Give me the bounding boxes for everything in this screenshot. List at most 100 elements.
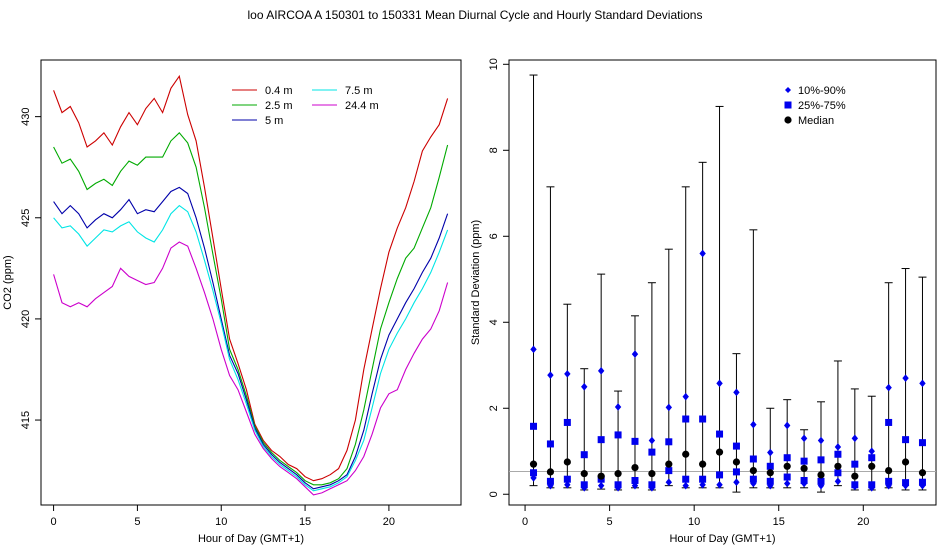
p25-p75-marker (546, 440, 554, 448)
p10-p90-marker (885, 383, 892, 392)
p10-p90-marker (716, 379, 723, 388)
series-line-5-m (53, 186, 449, 490)
right-y-axis-label: Standard Deviation (ppm) (470, 220, 482, 345)
p25-p75-marker (648, 448, 656, 456)
median-marker (749, 467, 757, 475)
p25-p75-marker (732, 468, 740, 476)
p10-p90-marker (716, 480, 723, 489)
right-plot-frame (508, 59, 937, 506)
p25-p75-marker (580, 451, 588, 459)
legend-swatch (784, 116, 792, 124)
right-y-tick-label: 10 (488, 58, 500, 70)
p10-p90-marker (750, 420, 757, 429)
right-x-tick-label: 10 (688, 516, 700, 528)
p25-p75-marker (868, 454, 876, 462)
p10-p90-marker (699, 480, 706, 489)
p10-p90-marker (834, 477, 842, 486)
median-marker (901, 458, 910, 466)
p25-p75-marker (648, 481, 656, 489)
median-marker (699, 460, 707, 468)
p10-p90-marker (597, 481, 605, 490)
right-y-tick-label: 8 (488, 147, 500, 153)
series-line-2-5-m (53, 131, 449, 486)
left-x-tick-label: 10 (215, 516, 227, 528)
p25-p75-marker (597, 436, 605, 444)
median-marker (766, 469, 774, 477)
median-marker (546, 468, 555, 476)
left-y-tick-label: 425 (20, 209, 32, 227)
p25-p75-marker (631, 476, 639, 484)
p25-p75-marker (732, 442, 740, 450)
p25-p75-marker (800, 457, 808, 465)
p10-p90-marker (682, 392, 689, 401)
p25-p75-marker (563, 418, 571, 426)
p25-p75-marker (614, 431, 622, 439)
series-line-7-5-m (53, 204, 449, 492)
p25-p75-marker (851, 481, 859, 489)
legend-label: 0.4 m (265, 85, 293, 97)
p10-p90-marker (767, 448, 774, 457)
legend-swatch (784, 101, 792, 109)
right-y-tick-label: 6 (488, 233, 500, 239)
left-y-tick-label: 415 (20, 411, 32, 429)
p25-p75-marker (902, 479, 910, 487)
left-x-tick-label: 20 (383, 516, 395, 528)
p10-p90-marker (834, 443, 842, 451)
median-marker (597, 472, 605, 480)
p10-p90-marker (581, 382, 588, 391)
p10-p90-marker (733, 478, 740, 487)
left-x-axis-label: Hour of Day (GMT+1) (198, 533, 304, 545)
p10-p90-marker (564, 480, 571, 489)
p25-p75-marker (530, 422, 538, 430)
p10-p90-marker (631, 350, 639, 358)
legend-swatch (785, 87, 791, 93)
right-x-tick-label: 15 (773, 516, 785, 528)
median-marker (715, 448, 724, 456)
median-marker (834, 462, 842, 470)
right-y-tick-label: 0 (488, 491, 500, 497)
p10-p90-marker (817, 436, 825, 445)
p25-p75-marker (918, 439, 926, 447)
right-y-tick-label: 2 (488, 405, 500, 411)
legend-label: 24.4 m (345, 100, 379, 112)
p25-p75-marker (783, 454, 791, 462)
p25-p75-marker (800, 476, 808, 484)
p10-p90-marker (547, 371, 554, 379)
p25-p75-marker (868, 481, 876, 489)
p10-p90-marker (800, 434, 808, 443)
median-marker (682, 450, 690, 458)
left-x-tick-label: 5 (134, 516, 140, 528)
median-marker (800, 464, 808, 473)
p25-p75-marker (817, 477, 825, 485)
legend-label: Median (798, 115, 834, 127)
median-marker (817, 471, 825, 479)
p10-p90-marker (648, 436, 656, 445)
p10-p90-marker (631, 481, 639, 490)
chart-title: loo AIRCOA A 150301 to 150331 Mean Diurn… (247, 8, 703, 22)
p25-p75-marker (834, 469, 842, 477)
p25-p75-marker (749, 475, 757, 483)
legend-label: 10%-90% (798, 85, 846, 97)
p25-p75-marker (699, 415, 707, 423)
p10-p90-marker (665, 478, 673, 487)
median-marker (732, 458, 741, 466)
p25-p75-marker (817, 456, 825, 464)
median-marker (851, 472, 859, 480)
left-x-tick-label: 0 (51, 516, 57, 528)
series-line-24-4-m (53, 241, 449, 496)
median-marker (529, 460, 538, 468)
p25-p75-marker (665, 467, 673, 475)
p10-p90-marker (530, 474, 537, 482)
p25-p75-marker (918, 478, 926, 486)
median-marker (665, 460, 673, 468)
series-line-0-4-m (53, 74, 449, 482)
right-x-axis-label: Hour of Day (GMT+1) (669, 533, 775, 545)
p10-p90-marker (767, 481, 774, 490)
left-y-axis-label: CO2 (ppm) (2, 255, 14, 309)
p25-p75-marker (851, 460, 859, 468)
p25-p75-marker (885, 418, 893, 426)
median-marker (614, 470, 622, 478)
p25-p75-marker (716, 430, 724, 438)
median-marker (868, 462, 876, 470)
p25-p75-marker (766, 462, 774, 470)
